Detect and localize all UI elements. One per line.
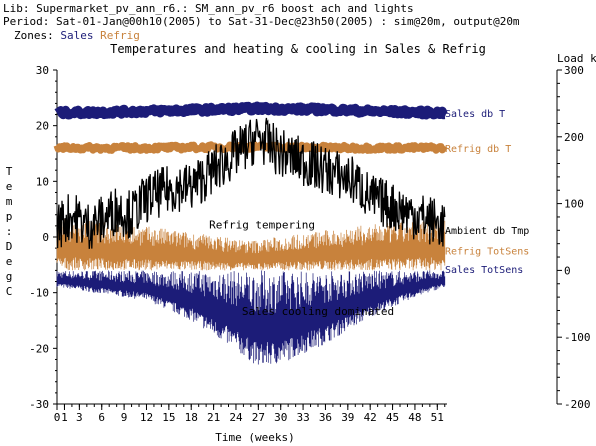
left-axis-label-char: C bbox=[6, 285, 13, 298]
label-sales-totsens: Sales TotSens bbox=[445, 265, 523, 276]
label-sales-db-t: Sales db T bbox=[445, 109, 505, 120]
left-axis-label-char: m bbox=[6, 195, 13, 208]
annotation: Sales cooling dominated bbox=[242, 305, 394, 318]
x-tick-label: 12 bbox=[140, 411, 153, 424]
right-y-tick-label: -200 bbox=[564, 398, 591, 411]
right-y-tick-label: 300 bbox=[564, 64, 584, 77]
left-y-tick-label: -20 bbox=[29, 342, 49, 355]
x-tick-label: 51 bbox=[431, 411, 444, 424]
x-tick-label: 42 bbox=[364, 411, 377, 424]
x-tick-label: 1 bbox=[61, 411, 68, 424]
x-tick-label: 0 bbox=[54, 411, 61, 424]
left-axis-label-char: D bbox=[6, 240, 13, 253]
annotation: Refrig tempering bbox=[209, 219, 315, 232]
x-tick-label: 33 bbox=[296, 411, 309, 424]
right-y-tick-label: 100 bbox=[564, 198, 584, 211]
x-tick-label: 6 bbox=[98, 411, 105, 424]
left-y-tick-label: 10 bbox=[36, 175, 49, 188]
left-y-tick-label: -30 bbox=[29, 398, 49, 411]
x-tick-label: 21 bbox=[207, 411, 220, 424]
label-refrig-db-t: Refrig db T bbox=[445, 144, 511, 155]
left-axis-label-char: : bbox=[6, 225, 13, 238]
label-ambient-db-tmp: Ambient db Tmp bbox=[445, 226, 529, 237]
x-tick-label: 48 bbox=[408, 411, 421, 424]
left-y-tick-label: 20 bbox=[36, 120, 49, 133]
left-axis-label-char: e bbox=[6, 180, 13, 193]
left-y-tick-label: -10 bbox=[29, 287, 49, 300]
left-axis-label-char: p bbox=[6, 210, 13, 223]
x-tick-label: 30 bbox=[274, 411, 287, 424]
label-refrig-totsens: Refrig TotSens bbox=[445, 246, 529, 257]
x-axis-label: Time (weeks) bbox=[215, 431, 294, 444]
right-y-tick-label: -100 bbox=[564, 331, 591, 344]
x-tick-label: 18 bbox=[185, 411, 198, 424]
sales-totsens-series bbox=[56, 270, 446, 365]
zones-line: Zones: Sales Refrig bbox=[14, 30, 140, 42]
left-axis-label-char: g bbox=[6, 270, 13, 283]
plot-area bbox=[53, 101, 448, 365]
x-tick-label: 15 bbox=[162, 411, 175, 424]
series-labels: Sales db T Refrig db T Ambient db Tmp Refri… bbox=[209, 109, 529, 318]
left-axis-label-char: T bbox=[6, 165, 13, 178]
right-y-tick-label: 200 bbox=[564, 131, 584, 144]
right-axis-label: Load kW bbox=[557, 52, 596, 65]
sales-db-t-series bbox=[53, 101, 448, 120]
left-y-tick-label: 0 bbox=[42, 231, 49, 244]
chart-title: Temperatures and heating & cooling in Sa… bbox=[110, 42, 486, 56]
lib-line: Lib: Supermarket_pv_ann_r6.: SM_ann_pv_r… bbox=[3, 2, 414, 15]
x-tick-label: 36 bbox=[319, 411, 332, 424]
x-tick-label: 24 bbox=[229, 411, 243, 424]
x-tick-label: 39 bbox=[341, 411, 354, 424]
x-tick-label: 27 bbox=[252, 411, 265, 424]
x-tick-label: 45 bbox=[386, 411, 399, 424]
ambient-db-tmp-series bbox=[56, 117, 446, 249]
right-y-tick-label: 0 bbox=[564, 264, 571, 277]
zone-refrig: Refrig bbox=[100, 29, 140, 42]
period-line: Period: Sat-01-Jan@00h10(2005) to Sat-31… bbox=[3, 15, 520, 28]
zone-sales: Sales bbox=[60, 29, 94, 42]
left-axis-label-char: e bbox=[6, 255, 13, 268]
left-y-tick-label: 30 bbox=[36, 64, 49, 77]
x-tick-label: 3 bbox=[76, 411, 83, 424]
zones-label: Zones: bbox=[14, 29, 54, 42]
x-tick-label: 9 bbox=[121, 411, 128, 424]
